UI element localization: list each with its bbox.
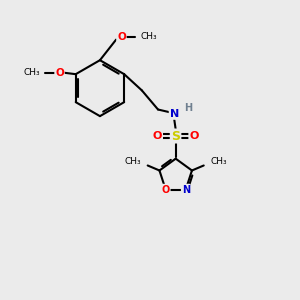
Text: O: O [55, 68, 64, 78]
Text: O: O [117, 32, 126, 42]
Text: O: O [161, 184, 170, 195]
Text: H: H [184, 103, 192, 113]
Text: CH₃: CH₃ [124, 157, 141, 166]
Text: CH₃: CH₃ [140, 32, 157, 41]
Text: CH₃: CH₃ [23, 68, 40, 77]
Text: CH₃: CH₃ [211, 157, 227, 166]
Text: O: O [153, 131, 162, 141]
Text: S: S [171, 130, 180, 142]
Text: O: O [189, 131, 199, 141]
Text: N: N [182, 184, 190, 195]
Text: N: N [169, 109, 179, 119]
